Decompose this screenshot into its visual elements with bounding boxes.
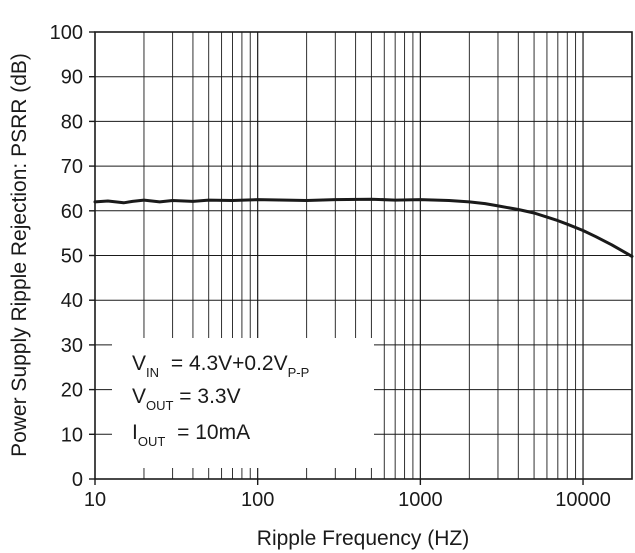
- x-tick-label: 10000: [555, 489, 611, 511]
- y-tick-label: 80: [61, 111, 83, 133]
- y-tick-label: 0: [72, 469, 83, 491]
- y-tick-label: 90: [61, 67, 83, 89]
- y-tick-label: 70: [61, 156, 83, 178]
- x-tick-label: 100: [241, 489, 274, 511]
- y-tick-label: 50: [61, 246, 83, 268]
- vin-label: VIN = 4.3V+0.2VP-P: [132, 352, 309, 380]
- series-layer: [93, 197, 634, 258]
- y-tick-label: 60: [61, 201, 83, 223]
- y-tick-label: 20: [61, 380, 83, 402]
- conditions-annotation: VIN = 4.3V+0.2VP-P VOUT = 3.3V IOUT = 10…: [112, 338, 374, 468]
- y-tick-label: 100: [50, 22, 83, 44]
- y-tick-label: 10: [61, 424, 83, 446]
- vout-label: VOUT = 3.3V: [132, 385, 241, 413]
- annotation-background: [112, 338, 374, 468]
- iout-label: IOUT = 10mA: [132, 421, 250, 449]
- psrr-curve: [93, 197, 634, 258]
- x-axis-label: Ripple Frequency (HZ): [257, 527, 469, 550]
- y-axis-label: Power Supply Ripple Rejection: PSRR (dB): [8, 53, 31, 457]
- x-tick-label: 10: [84, 489, 106, 511]
- y-tick-label: 40: [61, 290, 83, 312]
- x-tick-label: 1000: [398, 489, 443, 511]
- y-tick-label: 30: [61, 335, 83, 357]
